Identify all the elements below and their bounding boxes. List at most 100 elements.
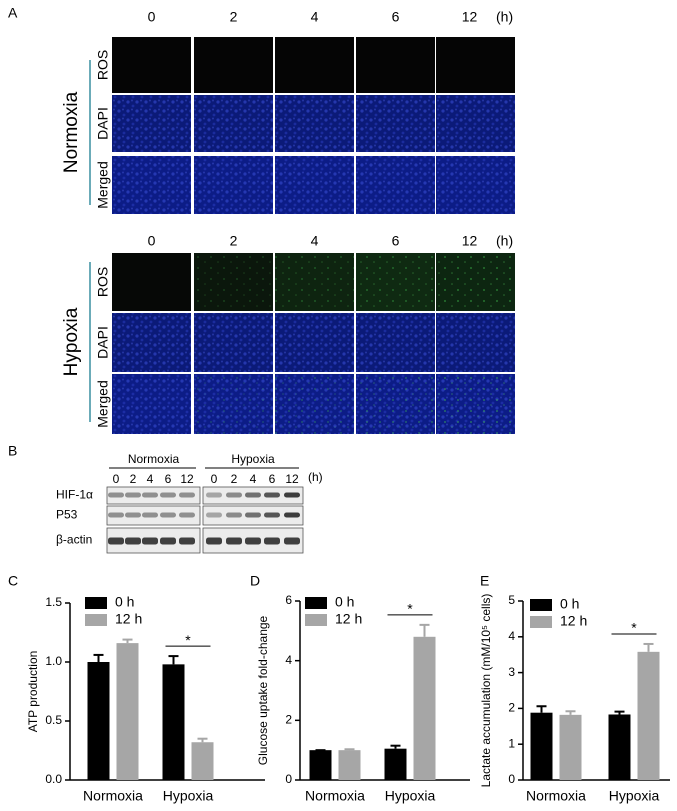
y-tick-label: 2 [285,713,292,727]
legend-swatch [305,614,327,626]
micrograph [112,253,191,311]
micrograph-texture [436,95,515,152]
blot-band [264,492,280,498]
blot-band [142,537,158,545]
unit-label: (h) [496,9,513,25]
blot-band [245,512,261,518]
row-label: DAPI [95,107,111,140]
micrograph-texture [356,313,435,372]
time-label: 12 [462,233,478,249]
blot-band [179,537,195,545]
bar [530,712,553,780]
blot-band [179,512,195,518]
x-tick-label: Hypoxia [609,788,660,804]
y-tick-label: 0 [285,772,292,786]
micrograph-texture [194,95,273,152]
bar [384,748,407,780]
blot-band [284,492,300,498]
micrograph-texture [112,374,191,434]
lane-label: 4 [147,472,154,486]
blot-band [108,537,124,545]
panel-label: B [8,443,17,459]
micrograph-texture [356,374,435,434]
row-label: ROS [95,267,111,297]
y-axis-label: Lactate accumulation (mM/10⁵ cells) [479,594,493,788]
legend-swatch [305,597,327,609]
micrograph [356,37,435,93]
blot-unit: (h) [308,470,323,484]
micrograph-texture [436,374,515,434]
blot-band [226,537,242,545]
group-label: Normoxia [61,91,82,173]
lane-label: 0 [211,472,218,486]
micrograph-texture [275,374,354,434]
micrograph-texture [356,156,435,214]
time-label: 2 [230,9,238,25]
blot-band [160,512,176,518]
y-tick-label: 1 [508,736,515,750]
micrograph-texture [356,95,435,152]
legend-label: 0 h [335,594,354,610]
bar [637,651,660,780]
blot-band [142,512,158,518]
blot-band [206,537,222,545]
blot-box [106,505,201,526]
blot-band [264,537,280,545]
blot-band [142,492,158,498]
blot-band [206,492,222,498]
micrograph-texture [436,313,515,372]
bar [309,750,332,780]
y-tick-label: 4 [508,629,515,643]
time-label: 6 [392,233,400,249]
bar [608,714,631,780]
legend-swatch [530,599,552,611]
blot-row-label: P53 [56,508,78,522]
blot-band [264,512,280,518]
x-tick-label: Hypoxia [163,788,214,804]
panel-label: A [8,5,18,21]
lane-label: 6 [165,472,172,486]
blot-row-label: HIF-1α [56,488,93,502]
y-tick-label: 3 [508,665,515,679]
micrograph-texture [112,95,191,152]
bar [191,742,214,780]
legend-swatch [530,616,552,628]
micrograph-texture [436,156,515,214]
blot-band [108,492,124,498]
lane-label: 2 [231,472,238,486]
legend-label: 0 h [115,594,134,610]
micrograph [194,37,273,93]
unit-label: (h) [496,233,513,249]
legend-label: 12 h [560,613,587,629]
blot-band [108,512,124,518]
blot-band [160,537,176,545]
legend-swatch [85,597,107,609]
micrograph [112,37,191,93]
lane-label: 0 [113,472,120,486]
blot-band [125,537,141,545]
lane-label: 6 [269,472,276,486]
lane-label: 2 [130,472,137,486]
micrograph-texture [194,374,273,434]
legend-label: 12 h [115,611,142,627]
y-tick-label: 6 [285,593,292,607]
significance-mark: * [631,620,637,636]
panel-label: C [8,573,18,589]
blot-band [206,512,222,518]
y-tick-label: 1.0 [45,654,62,668]
blot-band [226,512,242,518]
blot-row-label: β-actin [56,533,92,547]
significance-mark: * [185,632,191,648]
legend-swatch [85,614,107,626]
y-tick-label: 5 [508,593,515,607]
micrograph [275,37,354,93]
lane-label: 12 [180,472,194,486]
micrograph-texture [356,253,435,311]
y-tick-label: 0 [508,772,515,786]
y-tick-label: 0.0 [45,772,62,786]
x-tick-label: Normoxia [526,788,586,804]
y-axis-label: Glucose uptake fold-change [256,615,270,765]
group-label: Hypoxia [61,307,82,376]
blot-box [106,486,201,505]
blot-band [284,512,300,518]
